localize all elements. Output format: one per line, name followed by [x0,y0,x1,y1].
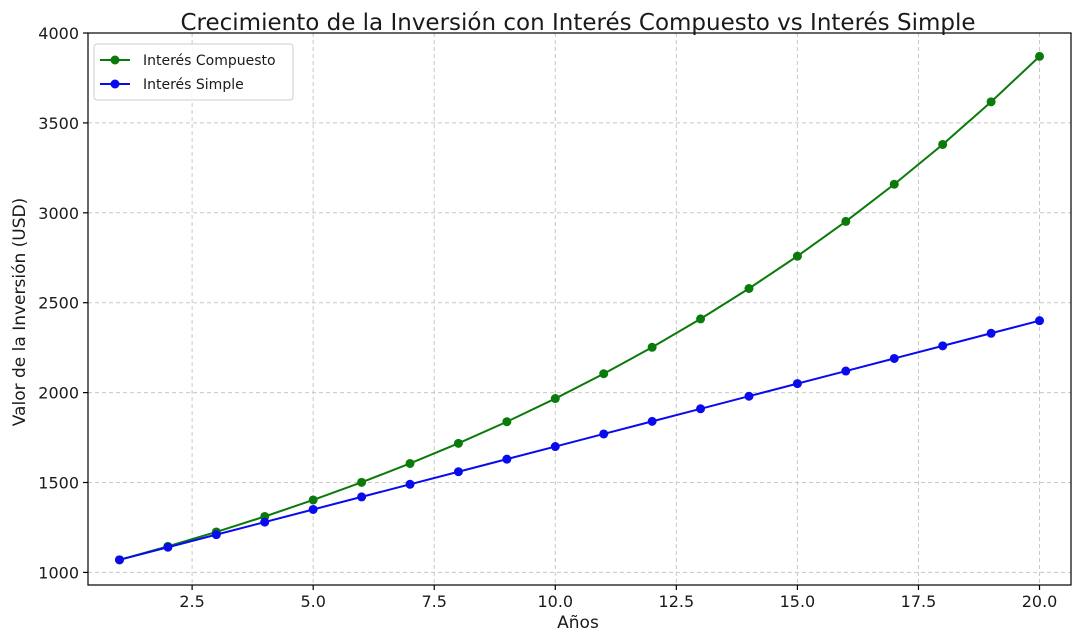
data-point [1035,51,1045,61]
data-point [986,97,996,107]
data-point [114,555,124,565]
data-point [453,438,463,448]
y-tick-label: 2500 [38,294,79,313]
x-tick-label: 7.5 [422,592,447,611]
legend-label: Interés Simple [143,77,244,93]
data-point [889,179,899,189]
legend-label: Interés Compuesto [143,53,276,69]
data-point [647,342,657,352]
data-point [889,353,899,363]
x-tick-label: 2.5 [179,592,204,611]
y-tick-label: 4000 [38,24,79,43]
data-point [502,417,512,427]
data-point [841,366,851,376]
data-point [260,517,270,527]
data-point [453,467,463,477]
data-point [599,369,609,379]
data-point [938,139,948,149]
data-point [163,542,173,552]
y-tick-label: 3000 [38,204,79,223]
series-line [119,319,1040,561]
data-point [744,391,754,401]
y-axis: 1000 1500 2000 2500 3000 3500 4000 [38,24,88,582]
series-line [119,55,1041,561]
legend-box [93,43,294,101]
x-tick-label: 20.0 [1022,592,1058,611]
y-tick-label: 3500 [38,114,79,133]
data-point [550,394,560,404]
data-point [986,328,996,338]
data-point [841,216,851,226]
data-point [1035,316,1045,326]
data-point [792,251,802,261]
data-point [405,458,415,468]
legend-swatch-marker [110,79,120,89]
data-point [308,504,318,514]
data-point [744,284,754,294]
y-tick-label: 2000 [38,384,79,403]
grid [88,32,1071,585]
x-tick-label: 15.0 [780,592,816,611]
data-point [938,341,948,351]
x-tick-label: 5.0 [300,592,325,611]
x-tick-label: 10.0 [537,592,573,611]
y-tick-label: 1500 [38,474,79,493]
data-point [308,495,318,505]
data-point [357,477,367,487]
legend: Interés Compuesto Interés Simple [93,43,294,101]
data-point [696,404,706,414]
data-point [357,492,367,502]
data-point [599,429,609,439]
data-point [792,379,802,389]
data-point [211,530,221,540]
data-point [696,314,706,324]
legend-swatch-marker [110,55,120,65]
plot-frame [87,32,1072,586]
chart-title: Crecimiento de la Inversión con Interés … [180,10,975,36]
series-layer [114,51,1045,565]
data-point [647,416,657,426]
data-point [550,442,560,452]
x-axis: 2.5 5.0 7.5 10.0 12.5 15.0 17.5 20.0 [179,585,1057,611]
y-axis-label: Valor de la Inversión (USD) [10,198,30,427]
x-tick-label: 12.5 [659,592,695,611]
x-tick-label: 17.5 [901,592,937,611]
y-tick-label: 1000 [38,563,79,582]
x-axis-label: Años [557,613,599,633]
data-point [405,479,415,489]
data-point [502,454,512,464]
